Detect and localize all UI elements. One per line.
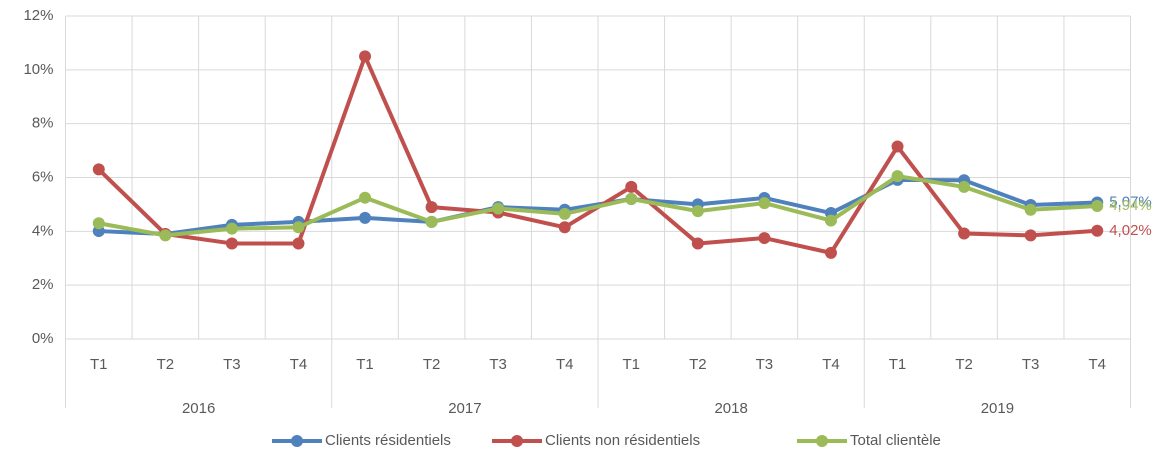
x-tick-label: T4 (1088, 356, 1106, 373)
point (758, 232, 771, 245)
point (359, 191, 372, 204)
x-tick-label: T1 (356, 356, 374, 373)
x-tick-label: T3 (489, 356, 507, 373)
x-tick-label: T4 (556, 356, 574, 373)
legend: Clients résidentiels Clients non résident… (272, 432, 941, 449)
y-tick-label: 10% (23, 61, 53, 78)
point (1091, 224, 1104, 237)
x-tick-label: T1 (90, 356, 108, 373)
x-tick-label: T2 (955, 356, 973, 373)
point (1024, 203, 1037, 216)
point (891, 170, 904, 183)
point (292, 221, 305, 234)
x-tick-label: T1 (623, 356, 641, 373)
legend-marker (291, 435, 303, 447)
point (159, 229, 172, 242)
legend-marker (511, 435, 523, 447)
y-tick-label: 2% (32, 276, 54, 293)
point (891, 140, 904, 153)
point (1091, 200, 1104, 213)
series-line (98, 174, 1098, 238)
y-tick-label: 0% (32, 330, 54, 347)
point (558, 221, 571, 234)
point (359, 50, 372, 63)
legend-label: Clients résidentiels (325, 432, 451, 449)
y-tick-label: 6% (32, 168, 54, 185)
point (824, 246, 837, 259)
point (625, 193, 638, 206)
point (425, 215, 438, 228)
x-group-label: 2017 (448, 400, 481, 417)
point (225, 237, 238, 250)
point (691, 237, 704, 250)
y-tick-label: 8% (32, 115, 54, 132)
point (558, 207, 571, 220)
point (92, 217, 105, 230)
point (1024, 229, 1037, 242)
y-tick-label: 4% (32, 222, 54, 239)
x-group-label: 2016 (182, 400, 215, 417)
point (359, 211, 372, 224)
x-tick-label: T4 (290, 356, 308, 373)
point (225, 222, 238, 235)
x-tick-label: T3 (756, 356, 774, 373)
legend-label: Clients non résidentiels (545, 432, 700, 449)
point (92, 163, 105, 176)
point (958, 180, 971, 193)
point (958, 227, 971, 240)
x-group-label: 2019 (981, 400, 1014, 417)
legend-marker (816, 435, 828, 447)
y-tick-label: 12% (23, 7, 53, 24)
x-tick-label: T4 (822, 356, 840, 373)
x-tick-label: T2 (157, 356, 175, 373)
point (292, 237, 305, 250)
x-tick-label: T2 (689, 356, 707, 373)
legend-label: Total clientèle (850, 432, 941, 449)
point (492, 202, 505, 215)
point (425, 201, 438, 214)
end-label: 4,02% (1109, 222, 1152, 239)
x-tick-label: T1 (889, 356, 907, 373)
x-group-label: 2018 (714, 400, 747, 417)
point (824, 214, 837, 227)
x-tick-label: T3 (223, 356, 241, 373)
point (691, 205, 704, 218)
end-label: 5,07% (1109, 194, 1152, 211)
end-label: 4,94% (1109, 197, 1152, 214)
point (625, 180, 638, 193)
x-tick-label: T3 (1022, 356, 1040, 373)
point (758, 197, 771, 210)
x-tick-label: T2 (423, 356, 441, 373)
